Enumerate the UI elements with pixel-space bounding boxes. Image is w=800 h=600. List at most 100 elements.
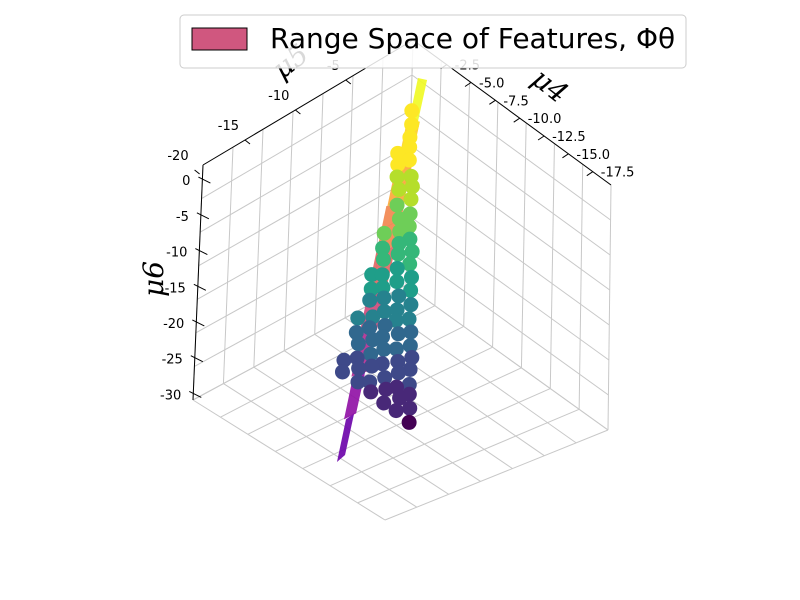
scatter-point: [350, 336, 366, 352]
grid-line: [192, 399, 386, 521]
z-tick-label: 0: [182, 174, 190, 189]
scatter-point: [389, 169, 405, 185]
grid-line: [198, 144, 411, 267]
x-axis-label: μ4: [526, 62, 575, 110]
scatter-point: [390, 353, 406, 369]
grid-line: [607, 184, 612, 431]
scatter-point: [401, 152, 417, 168]
scatter-point: [365, 332, 381, 348]
scatter-point: [350, 374, 366, 390]
z-tick-mark: [190, 355, 204, 363]
grid-line: [357, 408, 580, 504]
x-tick-mark: [464, 82, 472, 87]
scatter-point: [404, 244, 420, 260]
grid-line: [222, 147, 234, 384]
x-tick-label: -15.0: [576, 148, 610, 163]
scatter-point: [401, 311, 417, 327]
z-tick-label: -20: [163, 317, 184, 332]
scatter-point: [403, 297, 419, 313]
scatter-point: [388, 341, 404, 357]
grid-line: [283, 111, 294, 351]
scatter-point: [376, 341, 392, 357]
scatter-point: [376, 395, 392, 411]
grid-line: [201, 74, 413, 200]
grid-line: [549, 143, 555, 389]
z-tick-mark: [189, 390, 202, 398]
scatter-point: [389, 274, 405, 290]
scatter-point: [351, 360, 367, 376]
x-tick-mark: [562, 153, 569, 159]
x-tick-label: -12.5: [552, 130, 586, 145]
legend-swatch: [191, 27, 248, 51]
z-tick-mark: [196, 212, 210, 220]
grid-line: [411, 74, 611, 221]
x-tick-label: -5.0: [479, 76, 504, 91]
x-tick-label: -10.0: [528, 112, 562, 127]
x-tick-label: -7.5: [503, 94, 528, 109]
scatter-point: [401, 414, 417, 430]
grid-line: [434, 60, 442, 306]
scatter-point: [363, 281, 379, 297]
z-tick-label: -30: [160, 388, 181, 403]
scatter-point: [390, 157, 406, 173]
y-tick-mark: [295, 109, 301, 115]
scatter-point: [334, 364, 350, 380]
grid-line: [408, 179, 610, 326]
grid-line: [344, 75, 354, 318]
scatter-points: [334, 103, 420, 430]
scatter-point: [402, 361, 418, 377]
scatter-point: [364, 358, 380, 374]
x-tick-mark: [513, 117, 520, 123]
grid-line: [253, 129, 264, 368]
scatter-point: [377, 370, 393, 386]
scatter-point: [404, 103, 420, 119]
scatter-point: [404, 179, 420, 195]
scatter-point: [404, 116, 420, 132]
tick-labels: -2.5-5.0-7.5-10.0-12.5-15.0-17.5-5-10-15…: [160, 59, 634, 404]
x-tick-mark: [537, 135, 545, 141]
scatter-point: [390, 326, 406, 342]
grid-line: [578, 164, 584, 410]
z-tick-label: -5: [176, 210, 189, 225]
scatter-point: [375, 251, 391, 267]
scatter-point: [350, 310, 366, 326]
scatter-point: [403, 191, 419, 207]
scatter-point: [402, 400, 418, 416]
scatter-point: [376, 290, 392, 306]
scatter-point: [361, 320, 377, 336]
y-tick-mark: [345, 79, 352, 85]
grid-line: [409, 144, 611, 291]
scatter-point: [403, 324, 419, 340]
scatter-point: [391, 288, 407, 304]
scatter-point: [403, 282, 419, 298]
legend-box: [179, 14, 687, 69]
grid-line: [405, 284, 609, 431]
scatter-point: [363, 346, 379, 362]
y-tick-label: -15: [218, 119, 239, 134]
grid-line: [195, 214, 409, 334]
scatter-point: [377, 318, 393, 334]
legend: Range Space of Features, Φθ: [179, 14, 687, 69]
x-tick-label: -17.5: [601, 166, 635, 181]
z-tick-mark: [198, 176, 211, 184]
grid-line: [410, 109, 611, 256]
z-tick-label: -10: [166, 246, 187, 261]
grid-line: [199, 109, 412, 233]
grid-line: [314, 93, 324, 335]
scatter-point: [392, 390, 408, 406]
scatter-point: [364, 267, 380, 283]
scatter-point: [388, 403, 404, 419]
scatter-point: [375, 240, 391, 256]
scatter-point: [376, 304, 392, 320]
y-tick-mark: [244, 139, 251, 145]
grid-line: [197, 179, 410, 300]
scatter-point: [336, 352, 352, 368]
scatter-point: [402, 139, 418, 155]
z-axis-line: [192, 164, 204, 401]
x-tick-mark: [586, 171, 594, 177]
z-tick-mark: [192, 319, 205, 327]
scatter-point: [362, 292, 378, 308]
grid-line: [329, 388, 551, 487]
scatter-point: [392, 223, 408, 239]
